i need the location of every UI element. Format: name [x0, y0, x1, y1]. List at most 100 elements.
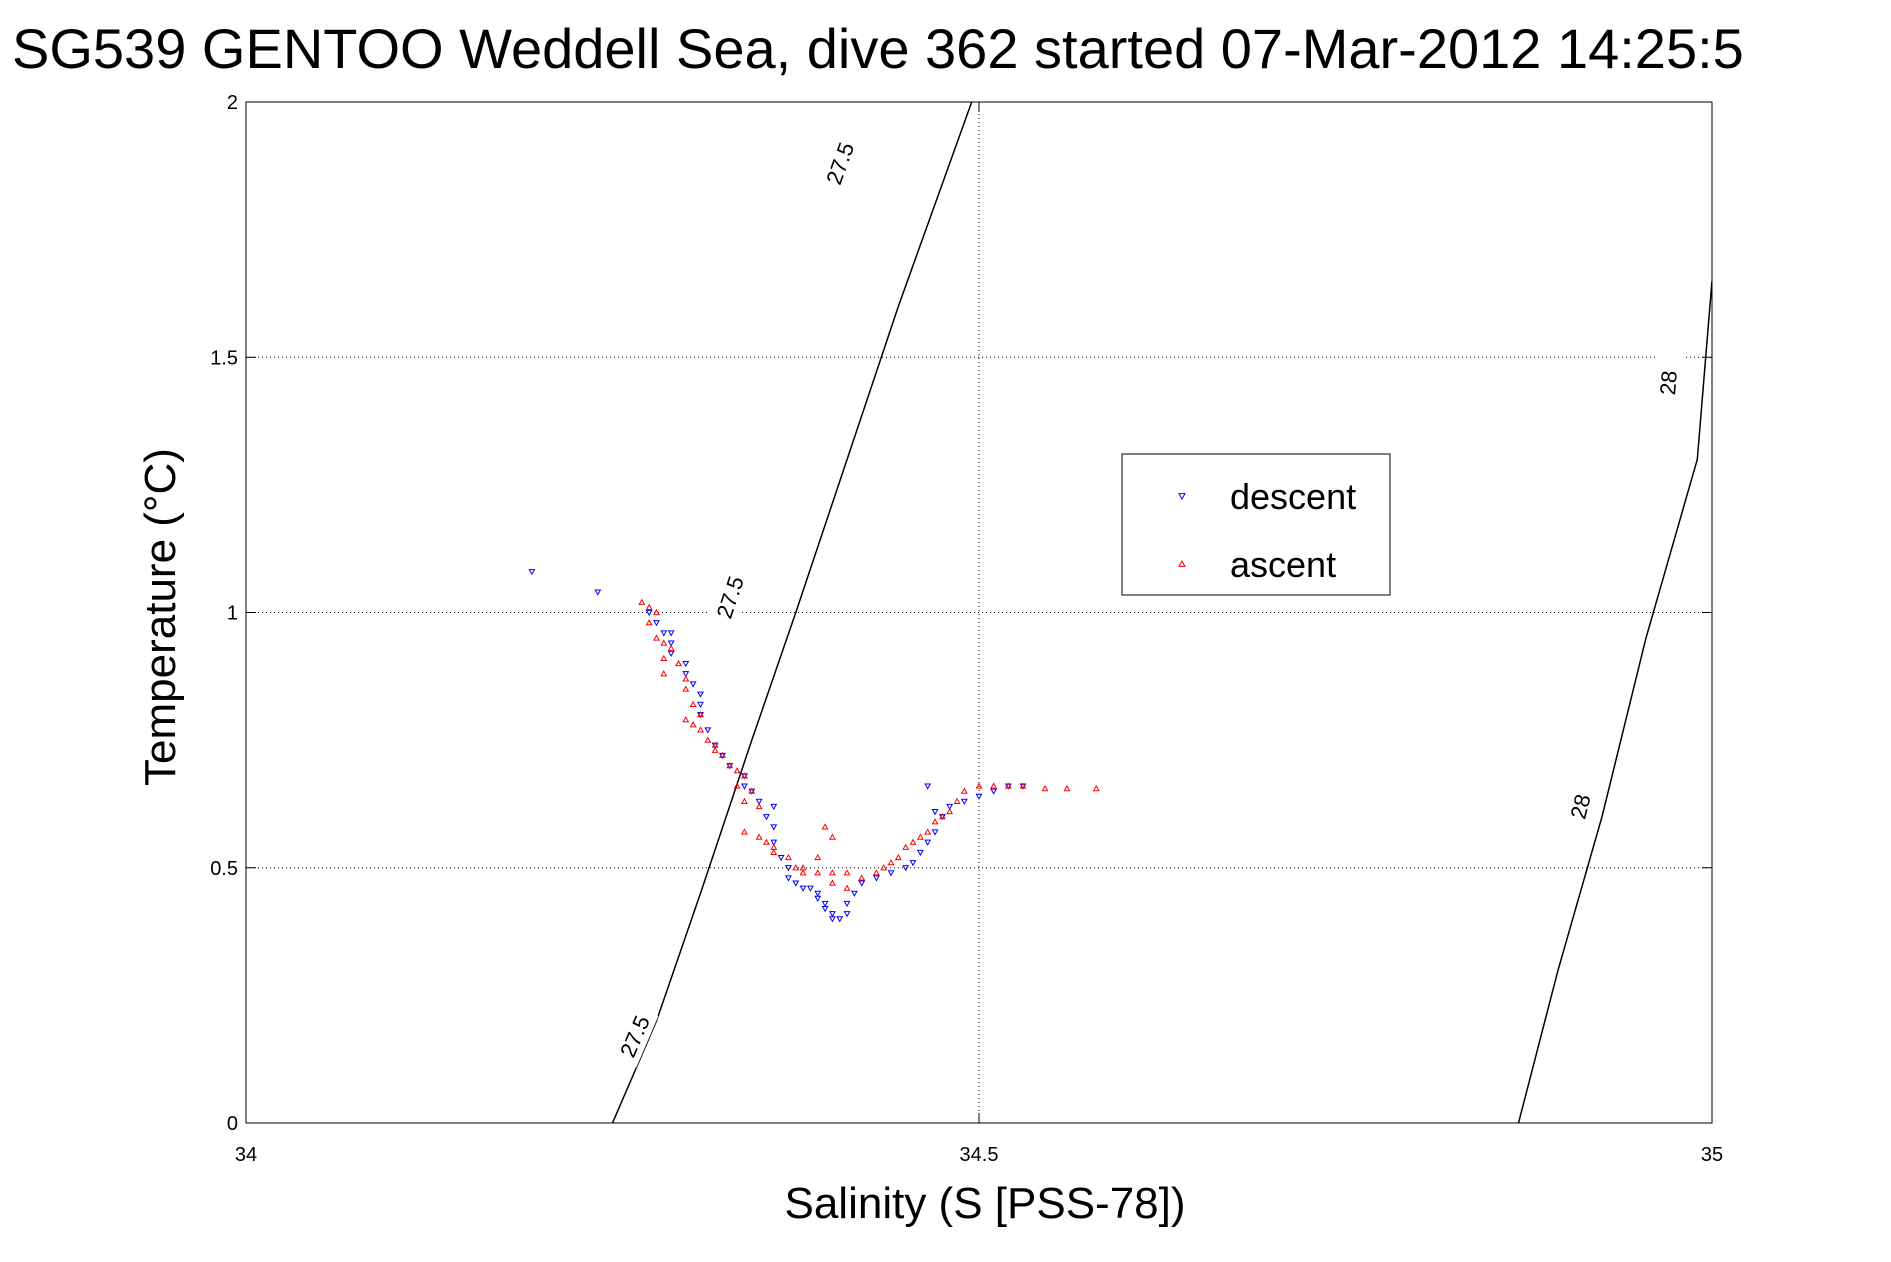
ascent-point [755, 833, 763, 840]
ascent-point [916, 833, 924, 840]
ascent-point [828, 833, 836, 840]
descent-point [872, 875, 880, 882]
series-descent [528, 569, 1027, 923]
descent-point [697, 701, 704, 709]
ascent-point [719, 751, 726, 759]
descent-point [828, 911, 836, 918]
descent-point [836, 916, 844, 923]
ascent-point [748, 787, 756, 794]
descent-point [660, 630, 668, 637]
descent-point [667, 640, 675, 647]
descent-point [770, 824, 778, 831]
ascent-point [909, 838, 917, 845]
x-tick-label: 35 [1701, 1144, 1723, 1166]
ascent-point [902, 843, 910, 850]
ascent-point [645, 603, 653, 610]
legend-marker-ascent [1178, 559, 1186, 567]
ascent-point [770, 843, 778, 850]
ascent-point [821, 823, 829, 830]
y-tick-label: 1 [227, 603, 238, 625]
descent-point [821, 900, 829, 908]
ascent-point [653, 634, 660, 641]
descent-point [784, 875, 792, 882]
ascent-point [682, 716, 690, 723]
isopycnal-line [611, 102, 973, 1123]
descent-point [990, 788, 998, 795]
descent-point [777, 854, 785, 862]
descent-point [770, 803, 778, 811]
ascent-point [887, 859, 895, 866]
descent-point [916, 849, 924, 857]
legend-label-ascent: ascent [1230, 544, 1336, 585]
descent-point [653, 620, 660, 627]
isopycnal-label-bg [610, 1004, 659, 1068]
ascent-point [938, 813, 946, 820]
ascent-point [755, 802, 763, 810]
ascent-point [975, 782, 983, 789]
descent-point [858, 880, 866, 887]
descent-point [697, 691, 704, 698]
ascent-point [682, 675, 690, 682]
descent-point [850, 890, 858, 897]
isopycnal-label-bg [1651, 353, 1685, 412]
descent-point [960, 798, 968, 806]
ascent-point [880, 864, 888, 871]
series-ascent [638, 598, 1100, 891]
ascent-point [858, 874, 866, 881]
ascent-point [792, 864, 800, 871]
descent-point [814, 895, 822, 903]
descent-point [704, 727, 712, 734]
ascent-point [697, 710, 704, 718]
ascent-point [946, 807, 954, 815]
ascent-point [872, 869, 880, 876]
isopycnal-label-bg [1559, 775, 1601, 838]
ascent-point [740, 828, 748, 835]
ascent-point [667, 644, 675, 651]
ascent-point [770, 848, 778, 856]
isopycnal-label: 28 [1565, 792, 1595, 822]
ascent-point [1019, 782, 1027, 789]
descent-point [667, 630, 675, 637]
ascent-point [682, 685, 690, 692]
ascent-point [740, 772, 748, 779]
ascent-point [1063, 784, 1071, 792]
ascent-point [953, 797, 961, 804]
ascent-point [799, 864, 807, 871]
ascent-point [960, 787, 968, 794]
ascent-point [733, 767, 741, 774]
ascent-point [697, 726, 704, 733]
x-tick-label: 34 [235, 1144, 257, 1166]
x-tick-label: 34.5 [960, 1144, 999, 1166]
ascent-point [660, 639, 668, 646]
ascent-point [894, 853, 902, 861]
descent-point [924, 783, 932, 790]
descent-point [689, 681, 697, 688]
descent-point [682, 671, 690, 678]
ascent-point [726, 762, 734, 769]
isopycnal-label: 27.5 [712, 573, 749, 622]
descent-point [814, 890, 822, 897]
ascent-point [689, 700, 697, 707]
y-axis-label: Temperature (°C) [136, 448, 185, 786]
x-axis-label: Salinity (S [PSS-78]) [784, 1179, 1185, 1228]
legend-label-descent: descent [1230, 476, 1356, 517]
legend-box [1121, 453, 1391, 596]
ascent-point [784, 853, 792, 861]
descent-point [806, 885, 814, 892]
ascent-point [762, 838, 770, 845]
legend-marker-descent [1178, 493, 1186, 501]
ascent-point [638, 598, 646, 605]
descent-point [770, 839, 778, 846]
y-tick-label: 1.5 [210, 347, 238, 369]
ascent-point [843, 884, 851, 891]
descent-point [682, 660, 690, 668]
ascent-point [924, 828, 932, 835]
ascent-point [814, 853, 822, 861]
ascent-point [733, 782, 741, 789]
ascent-point [931, 818, 939, 825]
ascent-point [828, 879, 836, 886]
chart-title: SG539 GENTOO Weddell Sea, dive 362 start… [12, 17, 1744, 80]
descent-point [740, 783, 748, 790]
descent-point [528, 569, 536, 576]
descent-point [828, 916, 836, 923]
